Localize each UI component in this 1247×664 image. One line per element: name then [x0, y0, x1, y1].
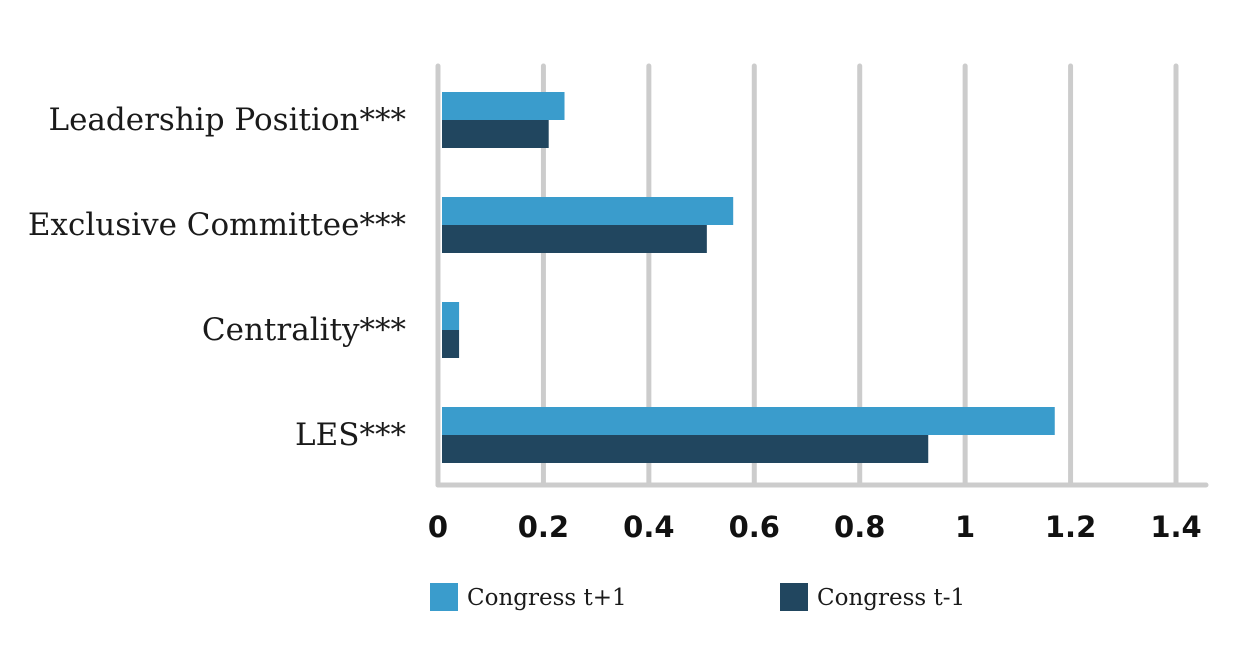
- legend-label-0: Congress t+1: [467, 585, 627, 611]
- x-tick-label-1: 1: [955, 510, 975, 544]
- bar-congress-t-plus-1-0: [442, 92, 565, 120]
- bar-congress-t-plus-1-3: [442, 407, 1055, 435]
- bar-congress-t-minus-1-2: [442, 330, 460, 358]
- legend-swatch-1: [780, 583, 808, 611]
- x-tick-label-0: 0: [428, 510, 448, 544]
- bar-congress-t-plus-1-1: [442, 197, 734, 225]
- category-label-3: LES***: [295, 417, 406, 453]
- bar-congress-t-plus-1-2: [442, 302, 460, 330]
- x-tick-labels: 0 0.2 0.4 0.6 0.8 1 1.2 1.4: [428, 510, 1202, 544]
- category-label-2: Centrality***: [202, 312, 406, 348]
- legend: Congress t+1 Congress t-1: [430, 583, 965, 611]
- x-tick-label-0-8: 0.8: [834, 510, 885, 544]
- legend-label-1: Congress t-1: [817, 585, 965, 611]
- category-label-1: Exclusive Committee***: [28, 207, 406, 243]
- x-tick-label-1-4: 1.4: [1150, 510, 1201, 544]
- bar-congress-t-minus-1-3: [442, 435, 929, 463]
- x-tick-label-0-4: 0.4: [623, 510, 674, 544]
- bar-congress-t-minus-1-0: [442, 120, 549, 148]
- category-label-0: Leadership Position***: [49, 102, 407, 138]
- x-tick-label-0-2: 0.2: [518, 510, 569, 544]
- category-labels: Leadership Position*** Exclusive Committe…: [28, 102, 406, 453]
- bar-congress-t-minus-1-1: [442, 225, 707, 253]
- x-tick-label-0-6: 0.6: [729, 510, 780, 544]
- x-tick-label-1-2: 1.2: [1045, 510, 1096, 544]
- bars: [442, 92, 1055, 463]
- legend-swatch-0: [430, 583, 458, 611]
